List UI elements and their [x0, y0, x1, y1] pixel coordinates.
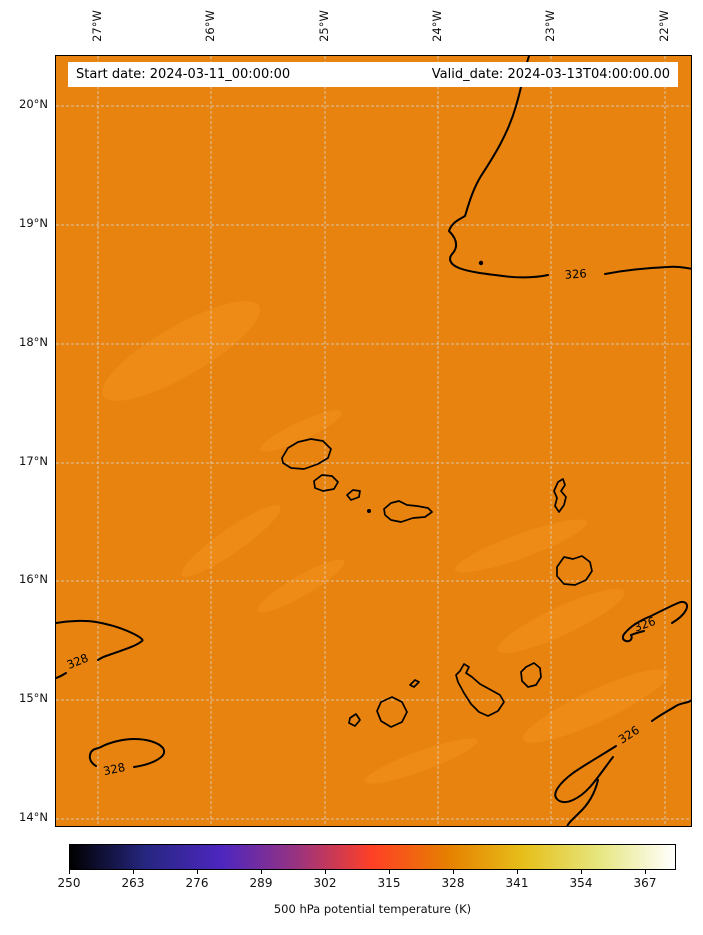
- island-maio: [520, 662, 542, 688]
- island-sal: [553, 478, 567, 513]
- lon-tick-24w: 24°W: [430, 10, 444, 42]
- lat-tick-17n: 17°N: [19, 454, 48, 468]
- colorbar-tick-250: 250: [57, 876, 81, 890]
- colorbar-tickmark: [197, 870, 198, 874]
- islet-santa-maria: [409, 679, 420, 688]
- island-fogo: [376, 696, 408, 728]
- lon-tick-27w: 27°W: [90, 10, 104, 42]
- lon-tick-22w: 22°W: [657, 10, 671, 42]
- lat-tick-19n: 19°N: [19, 216, 48, 230]
- colorbar-tickmark: [133, 870, 134, 874]
- contour-label-326-e: 326: [632, 614, 657, 635]
- colorbar-tickmark: [645, 870, 646, 874]
- lon-tick-25w: 25°W: [317, 10, 331, 42]
- colorbar-tickmark: [69, 870, 70, 874]
- contour-326-northeast: [448, 56, 691, 279]
- field-shading-patches: [102, 301, 669, 784]
- island-sao-nicolau: [383, 500, 433, 523]
- valid-date-text: Valid_date: 2024-03-13T04:00:00.00: [431, 67, 670, 82]
- island-santo-antao: [281, 438, 332, 470]
- map-graphics: 326 328 328 326 326: [56, 56, 691, 826]
- island-boa-vista: [556, 555, 593, 586]
- lon-tick-26w: 26°W: [203, 10, 217, 42]
- contour-326-southeast: [554, 699, 691, 826]
- colorbar-axis-label: 500 hPa potential temperature (K): [273, 902, 472, 916]
- island-sao-vicente: [313, 474, 339, 492]
- colorbar-tickmark: [581, 870, 582, 874]
- contour-label-328-w: 328: [65, 651, 91, 672]
- island-santiago: [455, 663, 505, 717]
- contour-328-west: [56, 619, 144, 679]
- colorbar-tick-302: 302: [313, 876, 337, 890]
- colorbar-tick-328: 328: [441, 876, 465, 890]
- lat-tick-18n: 18°N: [19, 335, 48, 349]
- lat-tick-14n: 14°N: [19, 810, 48, 824]
- contour-label-326-se: 326: [616, 723, 642, 747]
- colorbar-tickmark: [325, 870, 326, 874]
- colorbar-tick-354: 354: [569, 876, 593, 890]
- island-brava: [348, 713, 361, 727]
- lon-tick-23w: 23°W: [543, 10, 557, 42]
- lat-tick-15n: 15°N: [19, 691, 48, 705]
- contour-label-328-sw: 328: [102, 760, 126, 778]
- colorbar-tickmark: [389, 870, 390, 874]
- lat-tick-20n: 20°N: [19, 97, 48, 111]
- coastlines-cape-verde: [281, 438, 593, 728]
- islet-dot: [367, 509, 371, 513]
- colorbar-tick-341: 341: [505, 876, 529, 890]
- colorbar-tick-289: 289: [249, 876, 273, 890]
- colorbar-tick-367: 367: [633, 876, 657, 890]
- colorbar: [69, 844, 676, 870]
- colorbar-tickmark: [517, 870, 518, 874]
- map-canvas: 326 328 328 326 326: [55, 55, 692, 827]
- date-annotation-box: Start date: 2024-03-11_00:00:00 Valid_da…: [68, 62, 678, 87]
- colorbar-tick-276: 276: [185, 876, 209, 890]
- colorbar-tick-315: 315: [377, 876, 401, 890]
- start-date-text: Start date: 2024-03-11_00:00:00: [76, 67, 291, 82]
- contour-label-326-ne: 326: [564, 266, 587, 281]
- colorbar-tickmark: [261, 870, 262, 874]
- lat-tick-16n: 16°N: [19, 572, 48, 586]
- contour-326-east-hook: [621, 600, 688, 643]
- colorbar-tickmark: [453, 870, 454, 874]
- colorbar-tick-263: 263: [121, 876, 145, 890]
- island-santa-luzia: [346, 489, 361, 501]
- contour-328-southwest: [88, 738, 166, 768]
